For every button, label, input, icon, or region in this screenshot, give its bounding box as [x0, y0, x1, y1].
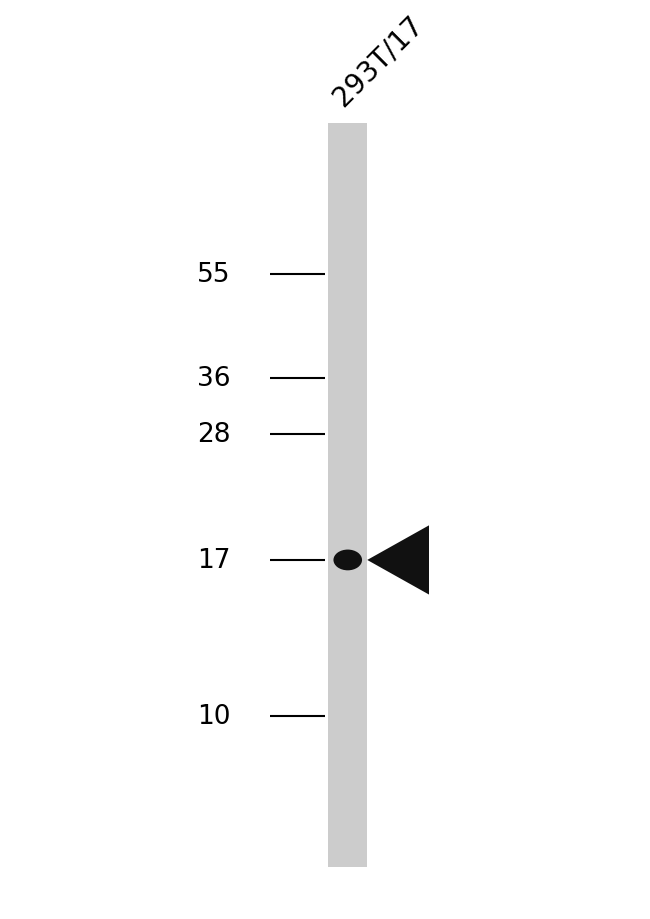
- Text: 10: 10: [197, 703, 231, 729]
- Text: 28: 28: [197, 422, 231, 448]
- Polygon shape: [367, 526, 429, 595]
- Text: 17: 17: [197, 548, 231, 573]
- Text: 55: 55: [197, 262, 231, 289]
- Bar: [328, 124, 367, 868]
- Text: 36: 36: [197, 366, 231, 391]
- Ellipse shape: [333, 550, 362, 571]
- Text: 293T/17: 293T/17: [328, 10, 429, 111]
